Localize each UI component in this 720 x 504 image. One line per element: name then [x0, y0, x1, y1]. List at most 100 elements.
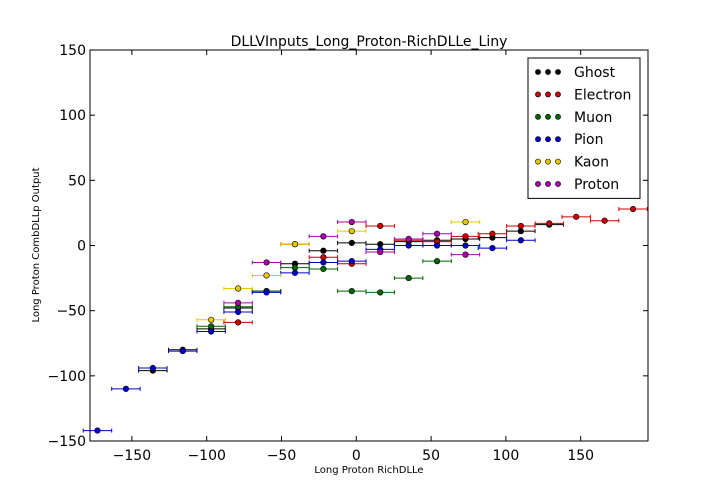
- series-pion: [82, 237, 536, 434]
- data-point: [208, 316, 215, 323]
- legend-label: Electron: [574, 87, 631, 103]
- data-point: [122, 385, 130, 392]
- data-point: [601, 217, 608, 224]
- data-point: [235, 285, 242, 292]
- legend-entry-ghost: Ghost: [535, 65, 616, 81]
- legend-marker: [545, 158, 551, 165]
- legend-marker: [545, 69, 551, 75]
- data-point: [405, 235, 412, 243]
- data-point: [573, 213, 580, 220]
- data-point: [320, 254, 327, 261]
- y-tick-label: −100: [48, 369, 86, 385]
- legend: Ghost Electron Muon Pion Kaon Proton: [527, 57, 641, 199]
- legend-label: Pion: [574, 132, 603, 148]
- data-point: [348, 258, 355, 265]
- legend-label: Muon: [574, 110, 612, 126]
- data-point: [320, 247, 327, 254]
- data-point: [629, 205, 637, 213]
- series-proton: [223, 218, 481, 306]
- data-point: [263, 272, 270, 279]
- data-point: [546, 220, 553, 227]
- data-point: [291, 269, 299, 276]
- legend-entry-electron: Electron: [535, 87, 631, 103]
- data-point: [433, 242, 441, 249]
- data-point: [433, 258, 441, 265]
- data-point: [462, 242, 469, 249]
- legend-marker: [535, 181, 541, 187]
- data-point: [149, 364, 156, 372]
- x-tick-label: 100: [493, 448, 520, 464]
- data-point: [517, 228, 524, 235]
- data-point: [291, 264, 299, 271]
- data-point: [208, 323, 215, 330]
- data-point: [208, 328, 215, 335]
- legend-entry-kaon: Kaon: [535, 155, 609, 171]
- y-tick-label: −50: [56, 304, 86, 320]
- series-muon: [196, 258, 452, 330]
- legend-marker: [555, 91, 561, 98]
- data-point: [377, 248, 384, 256]
- data-point: [377, 241, 384, 248]
- y-tick-label: 50: [68, 173, 86, 189]
- data-point: [291, 241, 299, 248]
- legend-marker: [545, 181, 551, 187]
- legend-marker: [555, 69, 561, 75]
- legend-marker: [555, 136, 561, 143]
- x-tick-label: −150: [113, 448, 151, 464]
- y-tick-label: 150: [59, 43, 86, 59]
- series-kaon: [196, 218, 481, 323]
- data-point: [179, 347, 186, 355]
- data-point: [377, 222, 384, 230]
- y-tick-label: 0: [77, 239, 86, 255]
- data-point: [489, 245, 496, 252]
- data-point: [235, 319, 242, 326]
- legend-label: Ghost: [574, 65, 616, 81]
- legend-marker: [555, 158, 561, 165]
- y-tick-label: 100: [59, 108, 86, 124]
- y-tick-label: −150: [48, 434, 86, 450]
- y-axis-label: Long Proton CombDLLp Output: [31, 167, 42, 322]
- plot-area: [82, 205, 648, 434]
- legend-marker: [535, 113, 541, 120]
- legend-marker: [535, 69, 541, 75]
- x-tick-label: −100: [187, 448, 225, 464]
- axes: −150 −100 −50 0 50 100 150 −150 −100 −50 0 50 100 150: [48, 43, 649, 464]
- data-point: [433, 230, 441, 237]
- legend-box: [527, 57, 641, 199]
- legend-marker: [555, 181, 561, 187]
- data-point: [517, 222, 524, 230]
- data-point: [405, 274, 412, 282]
- legend-marker: [535, 136, 541, 143]
- chart-title: DLLVInputs_Long_Proton-RichDLLe_Liny: [231, 34, 508, 50]
- data-point: [348, 288, 355, 295]
- x-axis-label: Long Proton RichDLLe: [314, 465, 423, 476]
- data-point: [489, 230, 496, 237]
- legend-marker: [545, 113, 551, 120]
- legend-marker: [535, 158, 541, 165]
- data-point: [517, 237, 524, 244]
- legend-marker: [545, 136, 551, 143]
- data-point: [462, 233, 469, 240]
- data-point: [320, 233, 327, 240]
- data-point: [94, 427, 101, 434]
- x-tick-label: 0: [352, 448, 361, 464]
- data-point: [348, 239, 355, 246]
- legend-label: Kaon: [574, 155, 609, 171]
- data-point: [320, 265, 327, 273]
- x-tick-label: −50: [267, 448, 297, 464]
- data-point: [377, 289, 384, 296]
- data-point: [235, 308, 242, 316]
- legend-entry-proton: Proton: [535, 177, 619, 193]
- data-point: [320, 259, 327, 266]
- legend-entry-pion: Pion: [535, 132, 603, 148]
- data-point: [235, 299, 242, 306]
- data-point: [405, 242, 412, 249]
- data-point: [462, 218, 469, 226]
- data-point: [263, 259, 270, 266]
- x-tick-label: 50: [422, 448, 440, 464]
- legend-label: Proton: [574, 177, 619, 193]
- data-point: [348, 218, 355, 226]
- data-point: [462, 251, 469, 258]
- x-tick-label: 150: [567, 448, 594, 464]
